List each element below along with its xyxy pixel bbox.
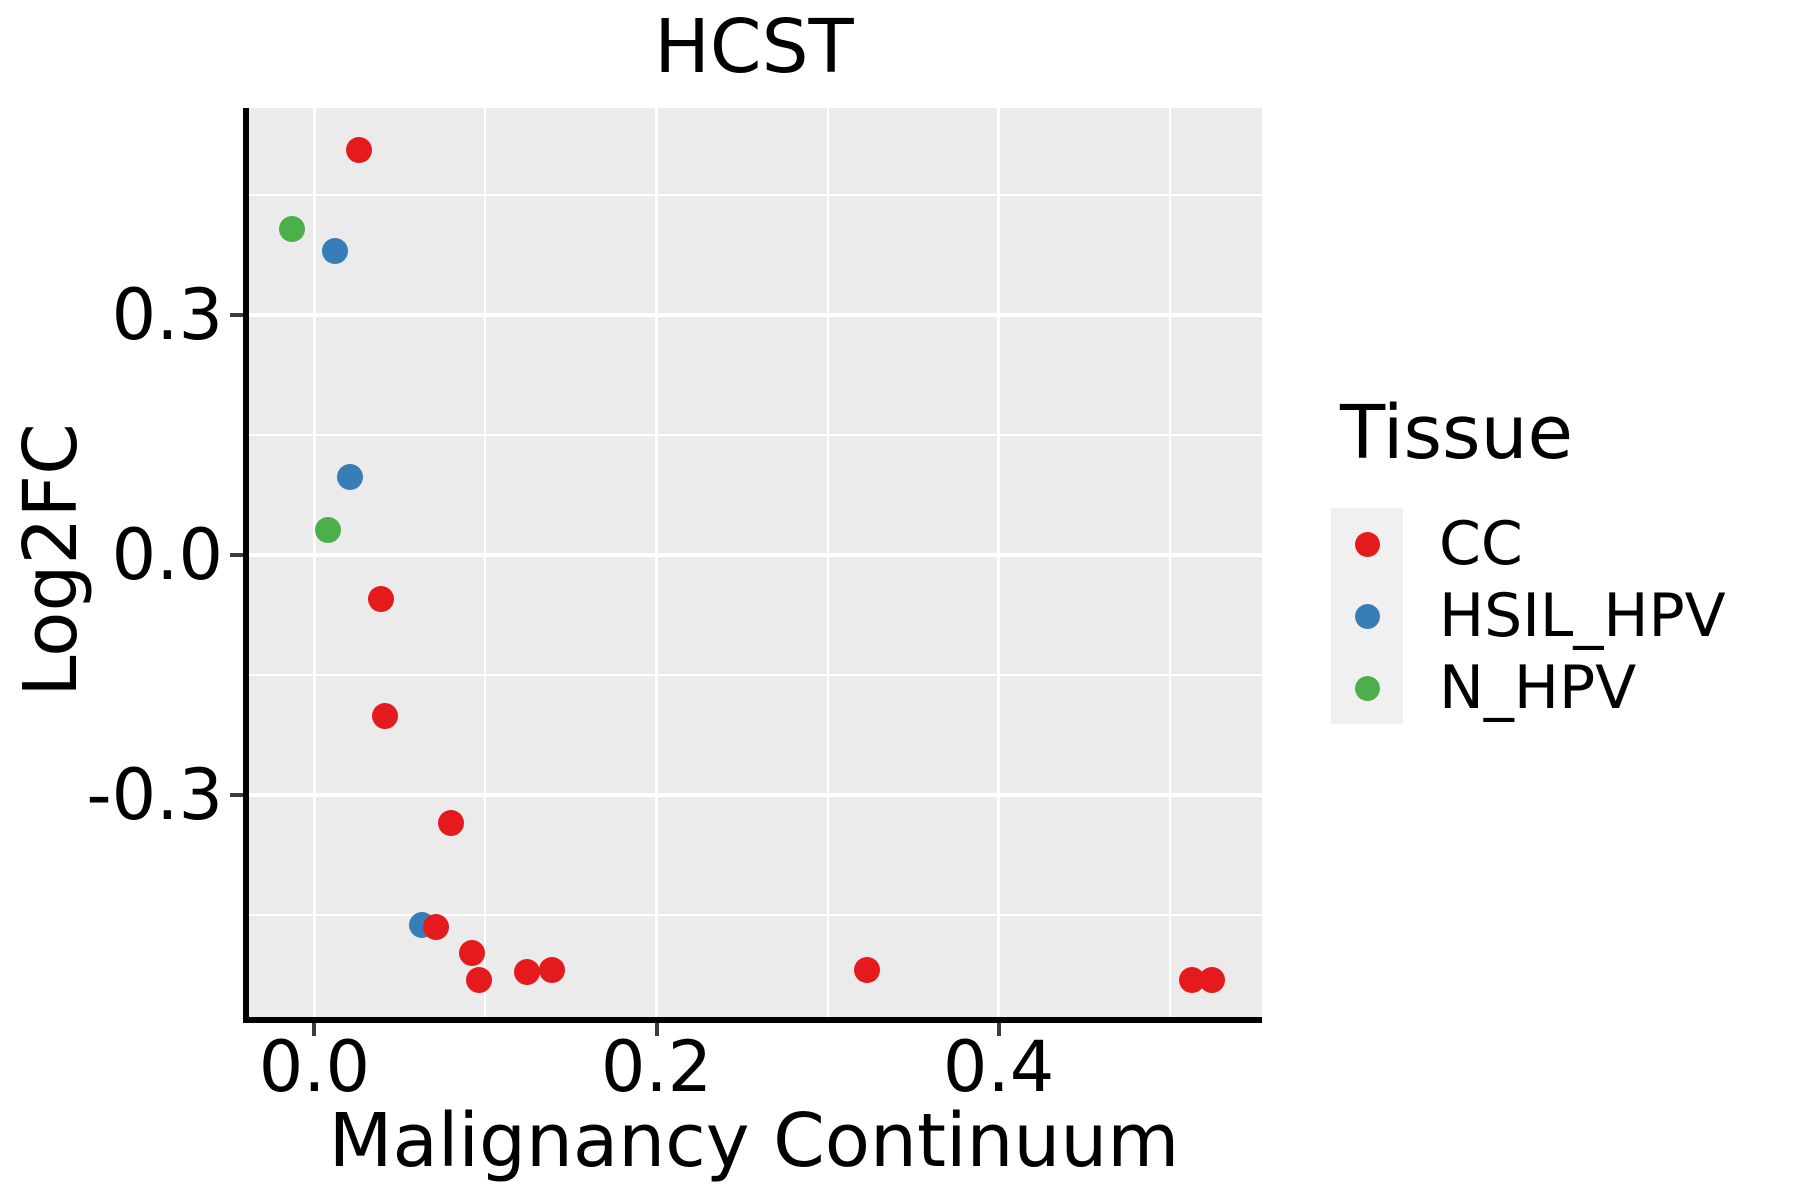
data-point-cc bbox=[853, 957, 880, 984]
data-point-hsil_hpv bbox=[321, 238, 348, 265]
legend-title: Tissue bbox=[1340, 390, 1574, 476]
y-tick-label: 0.0 bbox=[111, 514, 223, 596]
data-point-cc bbox=[368, 585, 395, 612]
gridline-major-vertical bbox=[654, 108, 659, 1018]
data-point-cc bbox=[422, 913, 449, 940]
y-tick-label: -0.3 bbox=[86, 753, 223, 836]
y-axis-line bbox=[243, 108, 249, 1023]
gridline-major-horizontal bbox=[246, 553, 1262, 557]
gridline-major-vertical bbox=[996, 108, 1001, 1018]
y-tick-mark bbox=[230, 792, 243, 797]
data-point-cc bbox=[539, 957, 566, 984]
gridline-minor-vertical bbox=[1168, 108, 1171, 1018]
gridline-minor-horizontal bbox=[246, 194, 1262, 197]
data-point-n_hpv bbox=[315, 517, 342, 544]
gridline-major-vertical bbox=[312, 108, 317, 1018]
x-axis-line bbox=[243, 1017, 1262, 1023]
legend-key bbox=[1331, 580, 1403, 652]
data-point-cc bbox=[458, 940, 485, 967]
x-axis-title: Malignancy Continuum bbox=[328, 1098, 1180, 1184]
legend-dot-n-hpv bbox=[1354, 675, 1380, 701]
legend-dot-cc bbox=[1354, 531, 1380, 557]
data-point-cc bbox=[371, 702, 398, 729]
legend-item-hsil-hpv: HSIL_HPV bbox=[1331, 580, 1726, 652]
gridline-minor-horizontal bbox=[246, 434, 1262, 437]
plot-title: HCST bbox=[654, 4, 854, 90]
y-tick-mark bbox=[230, 553, 243, 557]
gridline-major-horizontal bbox=[246, 313, 1262, 317]
legend-item-cc: CC bbox=[1331, 508, 1726, 580]
gridline-major-horizontal bbox=[246, 793, 1262, 797]
y-tick-mark bbox=[230, 313, 243, 318]
data-point-cc bbox=[438, 809, 465, 836]
x-tick-mark bbox=[654, 1023, 659, 1036]
legend-item-n-hpv: N_HPV bbox=[1331, 652, 1726, 724]
gridline-minor-horizontal bbox=[246, 913, 1262, 916]
data-point-cc bbox=[465, 967, 492, 994]
data-point-cc bbox=[345, 137, 372, 164]
gridline-minor-vertical bbox=[826, 108, 829, 1018]
legend-label-hsil-hpv: HSIL_HPV bbox=[1439, 581, 1726, 651]
x-tick-label: 0.4 bbox=[942, 1026, 1055, 1108]
gridline-minor-vertical bbox=[484, 108, 487, 1018]
legend: Tissue CC HSIL_HPV N_HPV bbox=[1331, 396, 1726, 724]
legend-key bbox=[1331, 652, 1403, 724]
x-tick-mark bbox=[996, 1023, 1001, 1036]
legend-label-cc: CC bbox=[1439, 509, 1523, 579]
data-point-cc bbox=[513, 958, 540, 985]
data-point-cc bbox=[1199, 966, 1226, 993]
x-tick-mark bbox=[312, 1023, 317, 1036]
legend-label-n-hpv: N_HPV bbox=[1439, 653, 1637, 723]
legend-key bbox=[1331, 508, 1403, 580]
x-tick-label: 0.0 bbox=[258, 1026, 371, 1108]
plot-panel bbox=[246, 108, 1262, 1018]
x-tick-label: 0.2 bbox=[600, 1026, 713, 1108]
y-tick-label: 0.3 bbox=[111, 274, 223, 357]
gridline-minor-horizontal bbox=[246, 673, 1262, 676]
data-point-n_hpv bbox=[279, 215, 306, 242]
data-point-hsil_hpv bbox=[337, 463, 364, 490]
legend-dot-hsil-hpv bbox=[1354, 603, 1380, 629]
